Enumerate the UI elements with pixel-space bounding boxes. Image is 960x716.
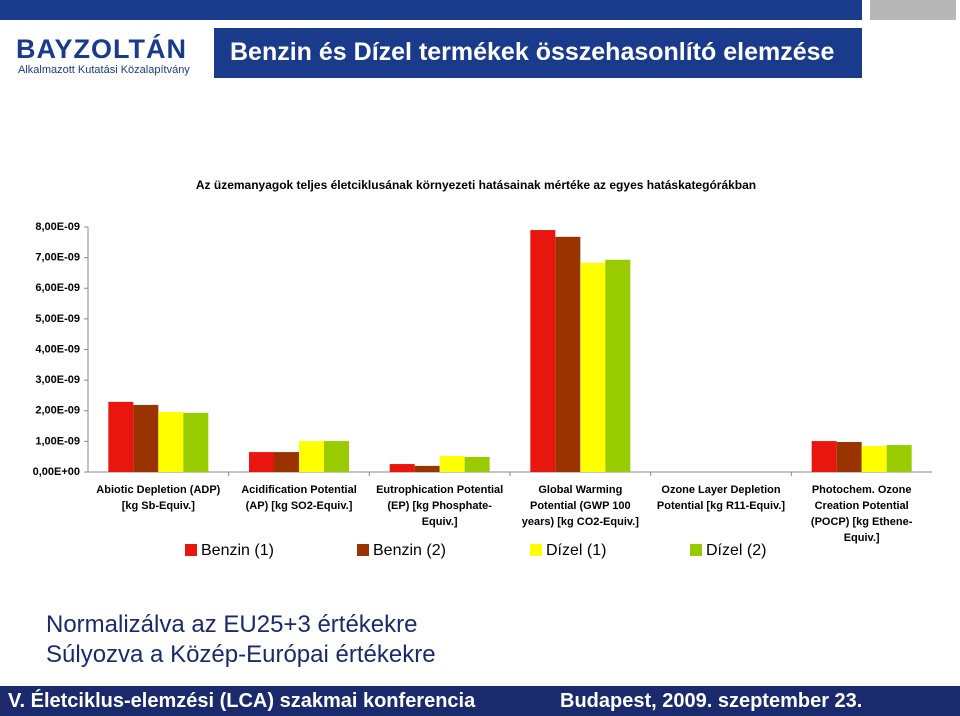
bar (389, 464, 415, 472)
legend-swatch (690, 544, 702, 556)
legend-label: Dízel (1) (546, 542, 606, 559)
y-tick-label: 8,00E-09 (35, 221, 80, 233)
chart-title: Az üzemanyagok teljes életciklusának kör… (196, 178, 756, 192)
logo-subtitle: Alkalmazott Kutatási Közalapítvány (18, 64, 190, 76)
bar (464, 456, 490, 472)
bar (580, 262, 606, 472)
x-tick-label: Global Warming Potential (GWP 100 years)… (521, 484, 639, 528)
legend-label: Benzin (2) (373, 542, 446, 559)
legend-label: Benzin (1) (201, 542, 274, 559)
bar (414, 465, 440, 472)
bar (530, 230, 556, 472)
y-tick-label: 5,00E-09 (35, 313, 80, 325)
bar (133, 404, 159, 472)
top-box (870, 0, 956, 20)
bar (886, 445, 912, 472)
x-tick-label: Acidification Potential (AP) [kg SO2-Equ… (241, 484, 357, 512)
bar (605, 259, 631, 472)
y-tick-label: 6,00E-09 (35, 282, 80, 294)
y-tick-label: 2,00E-09 (35, 405, 80, 417)
bar (108, 401, 134, 472)
bar (249, 452, 274, 472)
x-tick-label: Photochem. Ozone Creation Potential (POC… (810, 484, 913, 544)
bar (158, 411, 184, 472)
y-tick-label: 1,00E-09 (35, 435, 80, 447)
bar (555, 236, 581, 472)
bar (274, 452, 299, 472)
legend-swatch (530, 544, 542, 556)
slide-title: Benzin és Dízel termékek összehasonlító … (230, 38, 835, 66)
note: Normalizálva az EU25+3 értékekre (46, 611, 418, 638)
y-tick-label: 7,00E-09 (35, 252, 80, 264)
y-tick-label: 4,00E-09 (35, 343, 80, 355)
legend-swatch (185, 544, 197, 556)
x-tick-label: Abiotic Depletion (ADP) [kg Sb-Equiv.] (96, 484, 221, 512)
notes: Normalizálva az EU25+3 értékekre Súlyozv… (46, 610, 436, 670)
bar (299, 441, 324, 472)
footer-bar (0, 686, 960, 716)
top-stripe (0, 0, 862, 20)
y-tick-label: 0,00E+00 (33, 466, 80, 478)
x-tick-label: Eutrophication Potential (EP) [kg Phosph… (376, 484, 504, 528)
logo: BAYZOLTÁN (16, 34, 187, 64)
bar (836, 441, 862, 472)
note: Súlyozva a Közép-Európai értékekre (46, 641, 436, 668)
bar (324, 441, 349, 472)
x-tick-label: Ozone Layer Depletion Potential [kg R11-… (656, 484, 786, 512)
bar (439, 456, 465, 472)
footer-right: Budapest, 2009. szeptember 23. (560, 690, 863, 712)
y-tick-label: 3,00E-09 (35, 374, 80, 386)
bar (811, 441, 837, 472)
legend-label: Dízel (2) (706, 542, 766, 559)
title-bar (214, 28, 862, 78)
legend-swatch (357, 544, 369, 556)
footer-left: V. Életciklus-elemzési (LCA) szakmai kon… (8, 690, 476, 712)
bar (183, 412, 209, 472)
bar (861, 445, 887, 472)
